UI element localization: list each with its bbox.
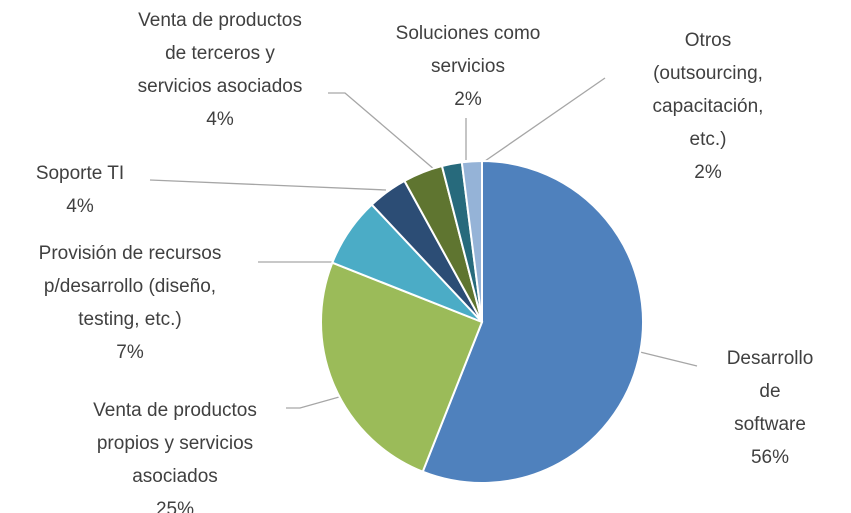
percent-label: 25% xyxy=(155,499,195,513)
category-label: Soluciones como servicios xyxy=(395,23,541,77)
percent-label: 4% xyxy=(66,196,94,217)
category-label: Provisión de recursos p/desarrollo (dise… xyxy=(38,243,222,330)
pie-slice xyxy=(421,159,644,484)
slice-label: Soluciones como servicios 2% xyxy=(396,17,541,116)
category-label: Otros (outsourcing, capacitación, etc.) xyxy=(652,30,764,150)
category-label: Venta de productos de terceros y servici… xyxy=(137,10,303,97)
leader-line xyxy=(149,179,387,191)
percent-label: 56% xyxy=(750,447,790,468)
percent-label: 2% xyxy=(454,89,482,110)
category-label: Venta de productos propios y servicios a… xyxy=(93,400,257,487)
slice-label: Desarrollo de software 56% xyxy=(727,342,814,474)
slice-label: Provisión de recursos p/desarrollo (dise… xyxy=(39,237,222,369)
leader-line xyxy=(484,77,606,162)
category-label: Soporte TI xyxy=(35,163,125,184)
leader-line xyxy=(639,351,698,367)
leader-line xyxy=(328,92,436,171)
slice-label: Otros (outsourcing, capacitación, etc.) 2… xyxy=(637,24,780,189)
category-label: Desarrollo de software xyxy=(726,348,814,435)
percent-label: 4% xyxy=(206,109,234,130)
percent-label: 7% xyxy=(116,342,144,363)
pie-slice xyxy=(320,261,484,473)
slice-label: Venta de productos de terceros y servici… xyxy=(138,4,303,136)
slice-label: Soporte TI 4% xyxy=(36,157,124,223)
slice-label: Venta de productos propios y servicios a… xyxy=(93,394,257,513)
pie-slice xyxy=(460,159,483,323)
percent-label: 2% xyxy=(694,162,722,183)
